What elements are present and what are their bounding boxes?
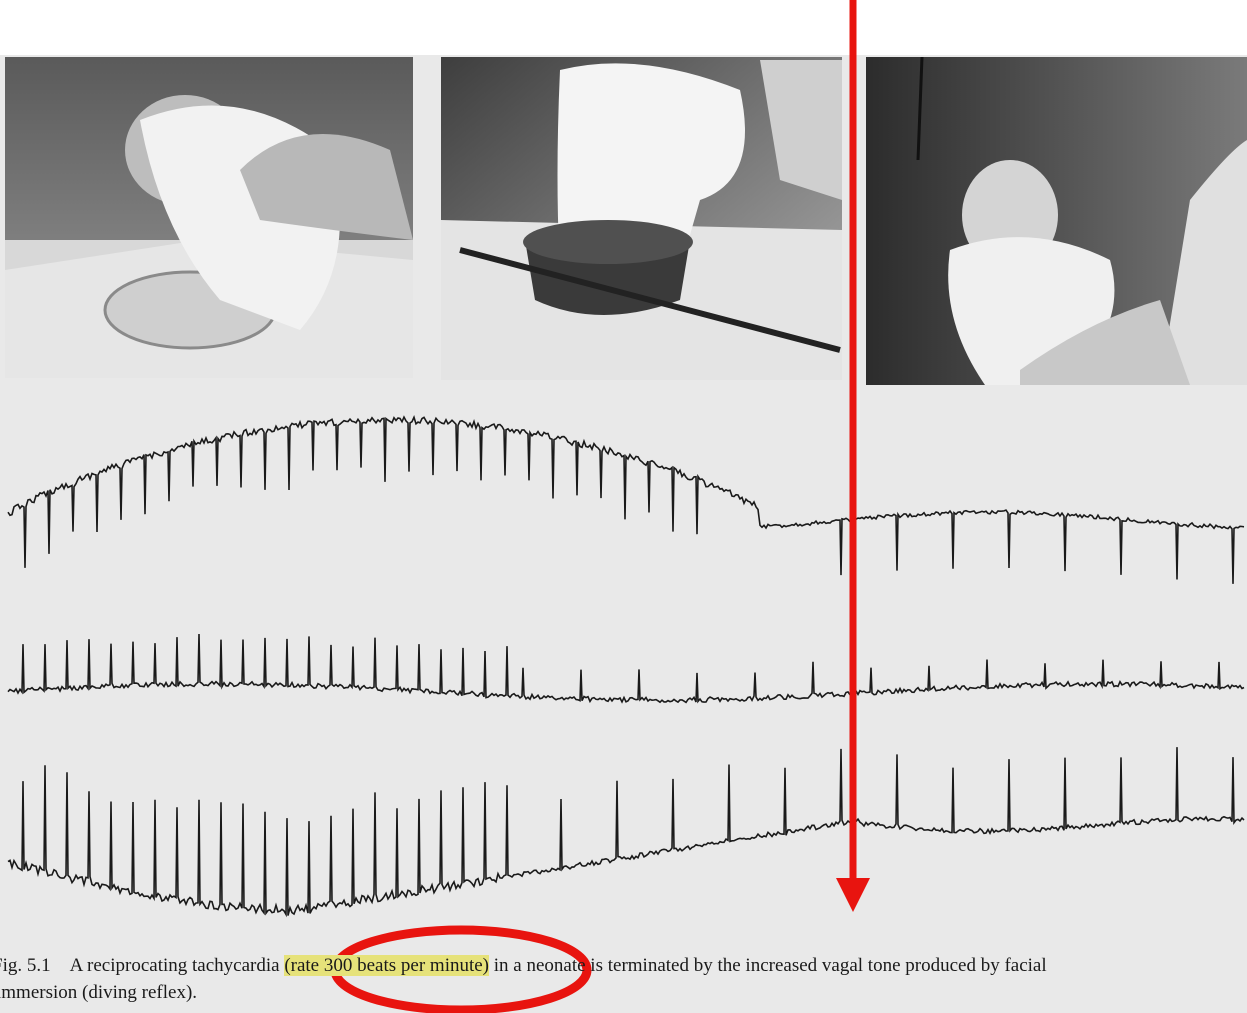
ecg-traces [7, 415, 1245, 918]
photo-3 [866, 56, 1247, 385]
caption-text: A reciprocating tachycardia [69, 955, 280, 976]
highlighted-text: (rate 300 beats per minute) [284, 955, 490, 976]
caption-text: in a neonate is terminated by the increa… [493, 955, 1047, 976]
ecg-trace [7, 747, 1245, 918]
photo-2 [441, 57, 842, 380]
caption-line-1: Fig. 5.1 A reciprocating tachycardia (ra… [0, 955, 1047, 977]
figure-label: Fig. 5.1 [0, 955, 51, 976]
photo-1 [5, 57, 413, 378]
ecg-trace [7, 633, 1245, 704]
arrow-head [836, 878, 870, 912]
ecg-trace [7, 415, 1245, 584]
caption-line-2: immersion (diving reflex). [0, 982, 198, 1003]
